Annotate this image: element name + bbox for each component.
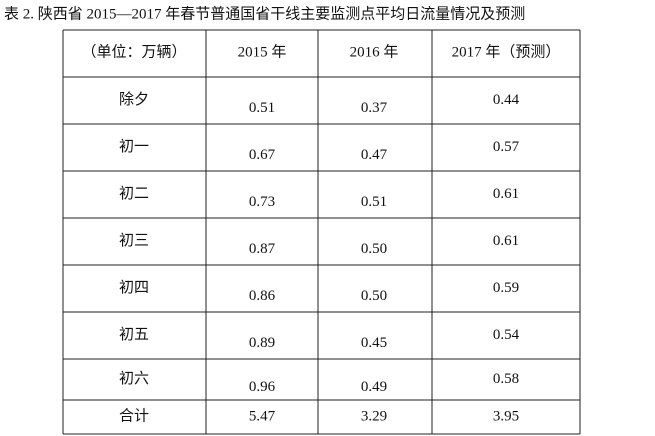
cell-value: 0.49 — [361, 379, 387, 395]
cell-value: 0.96 — [249, 379, 276, 395]
cell-value: 0.47 — [361, 147, 388, 163]
cell-value: 0.89 — [249, 335, 275, 351]
cell-value: 0.86 — [249, 288, 276, 304]
row-label: 初五 — [119, 326, 149, 343]
header-cell: 2016 年 — [350, 43, 399, 60]
cell-value: 0.44 — [493, 92, 520, 108]
table-title: 表 2. 陕西省 2015—2017 年春节普通国省干线主要监测点平均日流量情况… — [4, 5, 525, 22]
cell-value: 0.57 — [493, 139, 520, 155]
cell-value: 0.61 — [493, 186, 519, 202]
cell-value: 0.54 — [493, 327, 520, 343]
row-label: 初六 — [119, 370, 149, 387]
header-cell: （单位：万辆） — [81, 43, 186, 60]
header-cell: 2015 年 — [238, 43, 287, 60]
row-label: 除夕 — [119, 91, 149, 108]
row-label: 初四 — [119, 279, 149, 296]
cell-value: 0.87 — [249, 241, 276, 257]
cell-value: 0.50 — [361, 241, 387, 257]
header-cell: 2017 年（预测） — [452, 43, 561, 60]
cell-value: 0.37 — [361, 100, 388, 116]
cell-value: 0.59 — [493, 280, 519, 296]
cell-value: 0.45 — [361, 335, 387, 351]
cell-value: 5.47 — [249, 408, 276, 424]
cell-value: 0.61 — [493, 233, 519, 249]
row-label: 初三 — [119, 232, 149, 249]
cell-value: 3.29 — [361, 408, 387, 424]
cell-value: 0.51 — [361, 194, 387, 210]
cell-value: 3.95 — [493, 408, 519, 424]
cell-value: 0.67 — [249, 147, 276, 163]
row-label: 初二 — [119, 185, 149, 202]
cell-value: 0.73 — [249, 194, 275, 210]
cell-value: 0.50 — [361, 288, 387, 304]
row-label: 初一 — [119, 138, 149, 155]
cell-value: 0.51 — [249, 100, 275, 116]
row-label: 合计 — [119, 407, 149, 424]
cell-value: 0.58 — [493, 371, 519, 387]
